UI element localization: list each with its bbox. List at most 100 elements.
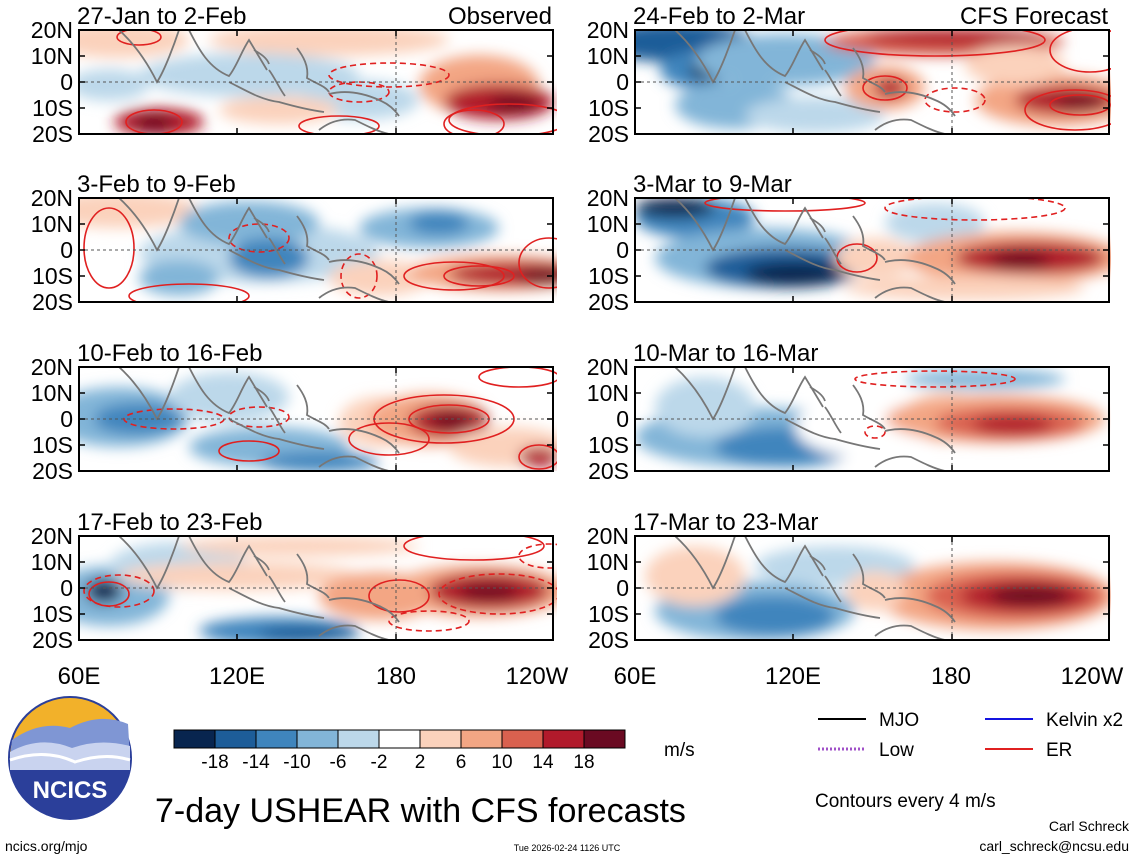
coastline [884,259,956,285]
coastline [852,47,886,93]
panel-period-title: 17-Feb to 23-Feb [77,509,262,536]
lat-tick-label: 20N [31,17,73,43]
lat-tick-label: 0 [60,69,73,95]
coastline [188,536,268,584]
er-contour [478,367,557,388]
coastline [228,418,325,450]
lat-tick-label: 20S [32,458,73,484]
lat-tick-label: 10N [587,43,629,69]
lat-tick-label: 10N [587,211,629,237]
er-contour [443,109,505,134]
lon-tick-label: 60E [58,663,101,690]
er-contour [128,283,250,302]
coastlines [118,367,400,471]
er-contour [328,81,390,103]
shear-anomaly [695,34,875,86]
er-contour [125,109,183,134]
coastline [884,428,956,454]
colorbar-swatch [378,729,421,749]
shear-anomaly [905,369,1065,389]
lon-tick-label: 120E [209,663,265,690]
coastline [809,386,826,402]
legend-label: Low [879,740,914,761]
coastline [824,237,842,265]
shear-anomaly [874,78,906,98]
shear-anomaly [715,596,835,636]
coastline [784,587,881,619]
colorbar-tick-label: 14 [532,752,554,773]
er-contour [348,422,430,456]
coastline [874,286,946,302]
er-contour [403,261,505,291]
shear-field [635,198,1111,300]
coastline [884,597,956,623]
lat-tick-label: 20N [31,523,73,549]
er-contour [83,207,135,289]
lon-tick-label: 60E [614,663,657,690]
er-contour [862,75,908,101]
coastline [118,30,180,84]
lat-tick-label: 20N [31,185,73,211]
lat-tick-label: 10S [588,263,629,289]
colorbar-tick-label: -6 [330,752,347,773]
figure-title: 7-day USHEAR with CFS forecasts [155,792,686,830]
colorbar-tick-label: -10 [283,752,310,773]
coastline [268,69,286,97]
er-contour [443,265,515,287]
coastline [318,286,390,302]
lon-axis-right: 60E 120E 180 120W [614,663,1124,690]
er-contours [116,30,557,134]
coastline [824,406,842,434]
er-contour [924,87,986,113]
coastline [674,198,736,252]
shear-anomaly [169,372,289,422]
colorbar-swatch [173,729,216,749]
colorbar-swatch [501,729,544,749]
coastline [318,455,390,471]
shear-anomaly [990,586,1070,606]
coastline [328,428,400,454]
colorbar-swatch [419,729,462,749]
lon-tick-label: 120E [765,663,821,690]
lat-tick-label: 0 [60,237,73,263]
coastlines [674,30,956,134]
coastline [784,249,881,281]
colorbar-swatch [337,729,380,749]
shear-field [645,546,1111,640]
shear-anomaly [459,584,519,600]
coastlines [118,536,400,640]
er-contour [518,444,557,470]
shear-anomaly [429,413,473,429]
colorbar-tick-label: -14 [242,752,270,773]
coastline [253,555,270,571]
coastline [809,217,826,233]
er-contours [83,207,557,302]
shear-anomaly [519,447,557,467]
er-contour [403,536,545,561]
lat-tick-label: 20N [31,354,73,380]
shear-anomaly [973,415,1053,435]
er-contour [116,30,162,46]
coastline [268,575,286,603]
coastline [328,259,400,285]
shear-anomaly [229,238,309,278]
lon-tick-label: 120W [506,663,569,690]
lat-tick-label: 20S [588,289,629,315]
lat-tick-label: 0 [616,69,629,95]
coastline [268,237,286,265]
shear-anomaly [645,546,745,606]
shear-anomaly [139,260,219,296]
footer-url: ncics.org/mjo [5,838,88,854]
colorbar-swatch [296,729,339,749]
lat-tick-label: 10S [588,601,629,627]
panel-period-title: 10-Mar to 16-Mar [633,340,818,367]
shear-anomaly [655,377,755,437]
contour-note: Contours every 4 m/s [815,791,996,812]
coastline [328,597,400,623]
lon-tick-label: 180 [931,663,971,690]
er-contour [854,370,1016,388]
er-contour [88,581,130,607]
legend-item-mjo: MJO [818,710,919,731]
